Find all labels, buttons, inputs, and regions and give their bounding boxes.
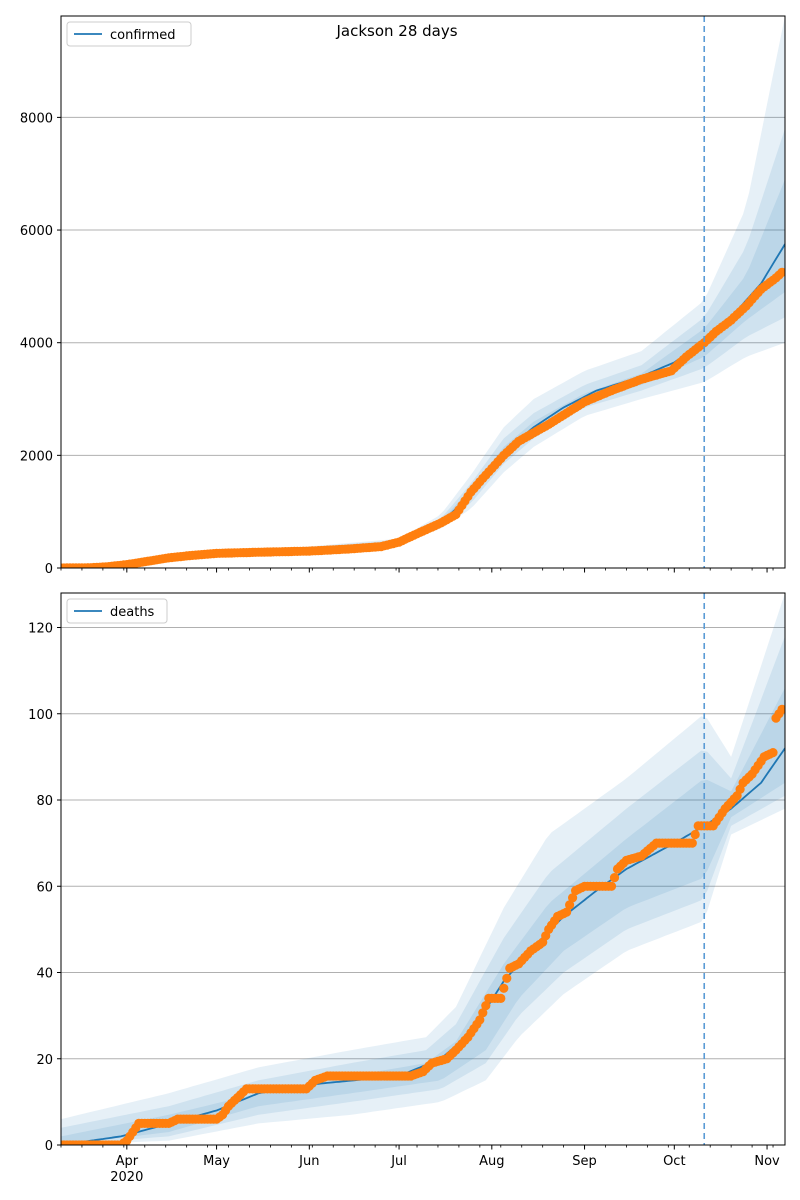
legend-box [66,21,192,47]
x-year-label: 2020 [110,1170,143,1185]
axes-frame [60,592,786,1146]
x-tick-label: Jun [298,1154,319,1169]
observed-point [777,704,785,714]
x-tick-label: Sep [572,1154,597,1169]
observed-point [777,267,785,277]
observed-point [481,1001,491,1011]
y-tick-label: 60 [36,880,53,895]
legend-box [66,598,168,624]
y-tick-label: 100 [28,708,53,723]
confidence-band [61,16,785,568]
y-tick-label: 4000 [20,337,53,352]
x-tick-label: Jul [390,1154,407,1169]
y-tick-label: 8000 [20,111,53,126]
model-line [61,243,785,568]
observed-point [499,983,509,993]
observed-point [687,838,697,848]
axes-frame [60,15,786,569]
observed-point [606,881,617,891]
confidence-band [61,636,785,1145]
observed-point [768,748,778,758]
observed-point [502,973,512,983]
figure-title: Jackson 28 days [335,22,457,40]
observed-point [475,1015,485,1025]
x-tick-label: May [203,1154,230,1169]
observed-point [609,873,620,883]
legend-label: confirmed [110,28,176,43]
x-tick-label: Apr [116,1154,139,1169]
y-tick-label: 20 [36,1053,53,1068]
x-tick-label: Oct [663,1154,685,1169]
observed-point [562,907,572,917]
confirmed-panel: 0 2000 4000 6000 8000 confirmed [20,15,786,577]
y-tick-label: 0 [45,1139,53,1154]
y-tick-label: 0 [45,562,53,577]
observed-point [565,900,575,910]
deaths-panel: 0 20 40 60 80 100 120 Apr May Jun Jul Aug Sep Oct Nov 2… [28,592,786,1185]
observed-point [496,993,506,1004]
observed-point [478,1008,488,1018]
observed-point [690,829,700,840]
y-tick-label: 6000 [20,224,53,239]
observed-point [568,893,578,903]
confidence-band [61,593,785,1145]
y-tick-label: 40 [36,967,53,982]
legend-label: deaths [110,605,155,620]
confidence-band [61,128,785,568]
plot-area [61,16,785,568]
y-tick-label: 120 [28,622,53,637]
x-tick-label: Aug [479,1154,504,1169]
y-tick-label: 80 [36,794,53,809]
x-tick-label: Nov [754,1154,780,1169]
plot-area [61,593,785,1145]
y-tick-label: 2000 [20,449,53,464]
